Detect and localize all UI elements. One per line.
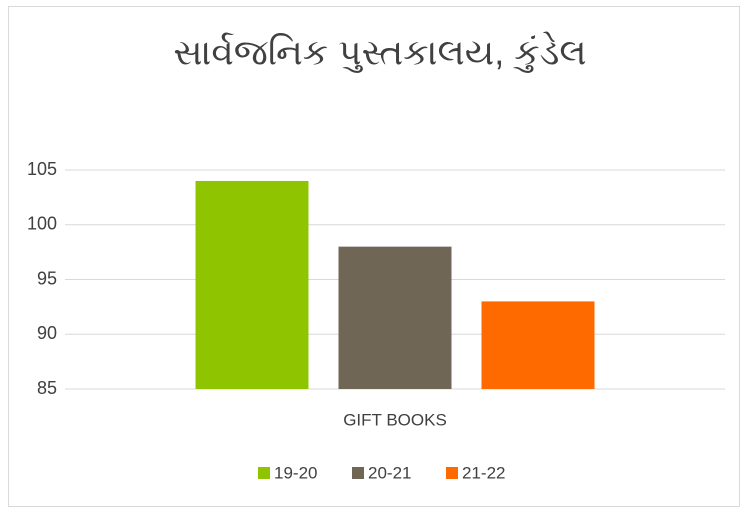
x-tick-label: GIFT BOOKS: [343, 410, 447, 429]
legend-label: 19-20: [274, 463, 317, 482]
y-tick-label: 95: [37, 268, 57, 288]
chart-title: સાર્વજનિક પુસ્તકાલય, કુંડેલ: [173, 31, 586, 73]
legend-swatch: [446, 467, 458, 479]
bar: [481, 301, 595, 389]
bar: [195, 180, 309, 389]
bar: [338, 246, 452, 389]
legend-swatch: [352, 467, 364, 479]
y-tick-label: 85: [37, 378, 57, 398]
y-tick-label: 105: [27, 159, 57, 179]
y-tick-label: 90: [37, 323, 57, 343]
legend-label: 21-22: [462, 463, 505, 482]
legend-label: 20-21: [368, 463, 411, 482]
legend-swatch: [258, 467, 270, 479]
y-tick-label: 100: [27, 214, 57, 234]
